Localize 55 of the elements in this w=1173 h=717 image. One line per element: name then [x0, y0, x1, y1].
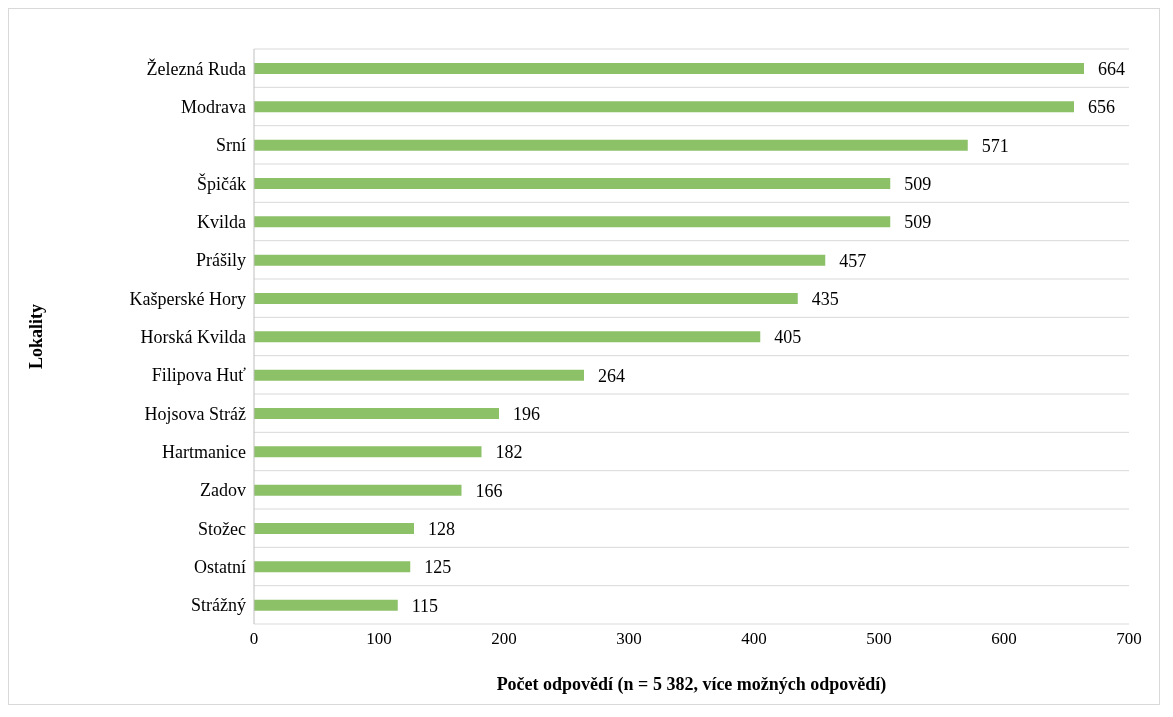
y-tick-label: Železná Ruda: [146, 57, 247, 79]
data-label: 509: [904, 212, 932, 233]
y-tick-label: Zadov: [200, 480, 246, 501]
data-label: 509: [904, 173, 932, 194]
y-tick-label: Srní: [215, 135, 246, 156]
bar: [254, 139, 968, 151]
y-tick-label: Stožec: [198, 518, 247, 539]
bar: [254, 216, 891, 228]
x-tick-label: 500: [866, 629, 892, 649]
data-label: 166: [475, 480, 503, 501]
bar: [254, 408, 499, 419]
data-label: 405: [774, 327, 802, 348]
data-label: 664: [1098, 58, 1125, 79]
data-label: 656: [1088, 97, 1115, 118]
bar: [254, 101, 1074, 113]
x-tick-label: 400: [741, 629, 767, 649]
data-label: 115: [411, 595, 439, 616]
y-tick-label: Kašperské Hory: [129, 288, 246, 309]
x-tick-label: 0: [249, 629, 259, 649]
x-tick-label: 700: [1116, 629, 1142, 649]
x-tick-label: 200: [491, 629, 517, 649]
bar: [254, 178, 891, 189]
data-label: 196: [513, 403, 540, 424]
bar: [254, 599, 398, 611]
bar: [254, 369, 584, 381]
y-tick-label: Prášily: [195, 250, 246, 271]
data-label: 571: [981, 135, 1009, 156]
x-tick-label: 100: [366, 629, 392, 649]
y-tick-label: Hojsova Stráž: [144, 403, 246, 424]
y-tick-label: Hartmanice: [162, 441, 247, 462]
bar: [254, 331, 761, 343]
y-tick-label: Ostatní: [194, 556, 246, 577]
y-tick-label: Modrava: [181, 96, 246, 117]
data-label: 182: [495, 442, 523, 463]
bar: [254, 293, 798, 304]
y-tick-label: Kvilda: [197, 211, 246, 232]
x-tick-label: 300: [616, 629, 642, 649]
data-label: 435: [811, 288, 839, 309]
data-label: 264: [598, 365, 625, 386]
bar: [254, 446, 482, 458]
y-tick-label: Filipova Huť: [151, 365, 247, 386]
bar: [254, 63, 1084, 74]
bar: [254, 254, 826, 266]
data-label: 125: [424, 557, 452, 578]
bar: [254, 523, 414, 534]
y-tick-label: Horská Kvilda: [140, 326, 246, 347]
y-tick-label: Strážný: [191, 595, 246, 616]
y-axis-title: Lokality: [26, 303, 47, 370]
bar: [254, 484, 462, 496]
data-label: 457: [839, 250, 867, 271]
data-label: 128: [428, 518, 455, 539]
x-tick-label: 600: [991, 629, 1017, 649]
y-tick-label: Špičák: [197, 172, 246, 194]
bar: [254, 561, 411, 573]
x-axis-title: Počet odpovědí (n = 5 382, více možných odpovědí): [496, 674, 887, 695]
